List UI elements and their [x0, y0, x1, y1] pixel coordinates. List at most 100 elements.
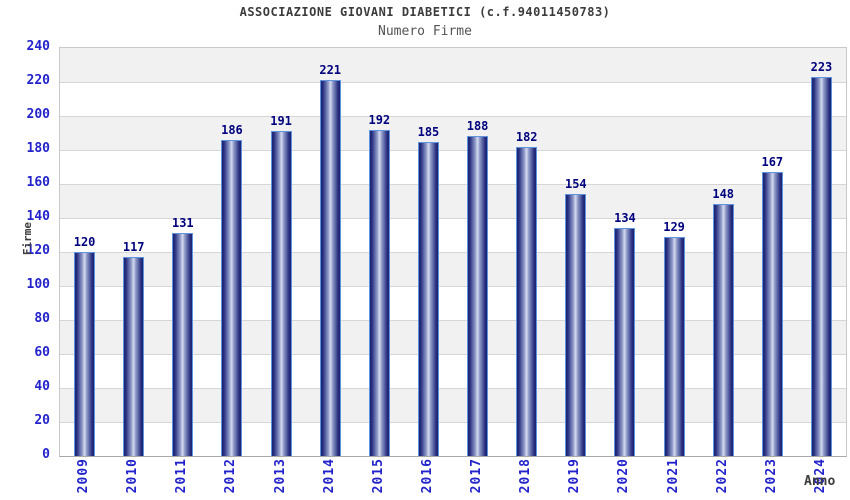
x-tick-slot: 2018: [501, 458, 550, 493]
x-tick-label-2022: 2022: [714, 458, 730, 494]
bar-2023: [761, 172, 783, 456]
x-tick-slot: 2015: [354, 458, 403, 493]
x-axis-ticks: 2009 2010 2011 2012 2013 2014 2015 2016 2017 2018…: [59, 458, 845, 493]
bar-value-label: 134: [614, 211, 636, 226]
bar-2011: [172, 233, 194, 456]
bar-2010: [123, 257, 145, 456]
bar-value-label: 185: [417, 124, 440, 139]
bar-value-label: 221: [319, 63, 342, 78]
bar-value-label: 129: [663, 219, 685, 234]
x-tick-slot: 2022: [698, 458, 747, 493]
y-tick-label-100: 100: [26, 277, 50, 292]
bar-slot-2021: 129: [650, 48, 699, 456]
bar-slot-2020: 134: [600, 48, 649, 456]
bars-layer: 120 117 131 186 191 221 192 185 188 182 154 134 129 1…: [60, 48, 846, 456]
bar-2024: [810, 76, 832, 456]
grid-band: [60, 82, 846, 116]
x-tick-slot: 2011: [157, 458, 206, 493]
bar-2020: [614, 228, 636, 456]
chart-subtitle: Numero Firme: [378, 24, 472, 39]
bar-slot-2010: 117: [109, 48, 158, 456]
bar-slot-2018: 182: [502, 48, 551, 456]
x-tick-slot: 2010: [108, 458, 157, 493]
x-tick-slot: 2012: [206, 458, 255, 493]
bar-2021: [663, 236, 685, 456]
bar-slot-2019: 154: [551, 48, 600, 456]
grid-band: [60, 150, 846, 184]
bar-slot-2023: 167: [748, 48, 797, 456]
x-tick-label-2014: 2014: [321, 458, 337, 494]
y-axis-title: Firme: [21, 222, 34, 256]
y-tick-label-120: 120: [26, 243, 50, 258]
x-tick-label-2009: 2009: [76, 458, 92, 494]
bar-value-label: 120: [73, 235, 96, 249]
grid-band: [60, 116, 846, 150]
bar-2019: [565, 194, 587, 456]
x-tick-label-2012: 2012: [223, 458, 239, 494]
bar-value-label: 148: [712, 187, 735, 202]
bar-2012: [221, 139, 243, 456]
bar-2018: [516, 146, 538, 456]
bar-value-label: 188: [466, 119, 489, 134]
bar-2016: [417, 141, 439, 456]
plot-area: 120 117 131 186 191 221 192 185 188 182 154 134 129 1…: [59, 47, 847, 457]
y-tick-label-140: 140: [26, 209, 50, 224]
x-tick-label-2017: 2017: [469, 458, 485, 494]
bar-2015: [368, 129, 390, 456]
x-tick-slot: 2017: [452, 458, 501, 493]
y-tick-label-80: 80: [34, 311, 50, 326]
grid-band: [60, 48, 846, 82]
bar-2009: [74, 252, 96, 456]
bar-value-label: 223: [810, 59, 833, 74]
bar-value-label: 154: [564, 177, 587, 192]
y-tick-label-20: 20: [34, 413, 50, 428]
x-tick-slot: 2021: [649, 458, 698, 493]
x-tick-label-2020: 2020: [616, 458, 632, 494]
bar-slot-2014: 221: [306, 48, 355, 456]
bar-value-label: 182: [515, 129, 538, 144]
bar-slot-2013: 191: [257, 48, 306, 456]
x-tick-label-2010: 2010: [125, 458, 141, 494]
bar-slot-2017: 188: [453, 48, 502, 456]
y-tick-label-240: 240: [26, 39, 50, 54]
y-tick-label-220: 220: [26, 73, 50, 88]
y-tick-label-180: 180: [26, 141, 50, 156]
x-tick-label-2016: 2016: [419, 458, 435, 494]
bar-2022: [712, 204, 734, 456]
x-tick-label-2015: 2015: [370, 458, 386, 494]
x-tick-label-2011: 2011: [174, 458, 190, 494]
bar-value-label: 167: [761, 155, 784, 170]
x-tick-slot: 2014: [305, 458, 354, 493]
bar-2013: [270, 131, 292, 456]
x-tick-label-2021: 2021: [665, 458, 681, 494]
bar-value-label: 117: [122, 240, 145, 255]
x-tick-label-2019: 2019: [567, 458, 583, 494]
x-tick-slot: 2016: [403, 458, 452, 493]
bar-2014: [319, 80, 341, 456]
bar-value-label: 191: [270, 114, 292, 129]
x-tick-slot: 2020: [599, 458, 648, 493]
x-tick-slot: 2023: [747, 458, 796, 493]
bar-slot-2022: 148: [699, 48, 748, 456]
bar-slot-2024: 223: [797, 48, 846, 456]
x-axis-title: Anno: [804, 474, 836, 489]
bar-slot-2012: 186: [207, 48, 256, 456]
bar-value-label: 186: [221, 122, 243, 137]
bar-slot-2009: 120: [60, 48, 109, 456]
y-tick-label-200: 200: [26, 107, 50, 122]
x-tick-slot: 2019: [550, 458, 599, 493]
chart-title: ASSOCIAZIONE GIOVANI DIABETICI (c.f.9401…: [239, 5, 611, 19]
y-tick-label-160: 160: [26, 175, 50, 190]
bar-value-label: 131: [171, 216, 194, 231]
x-tick-slot: 2009: [59, 458, 108, 493]
bar-2017: [467, 136, 489, 456]
x-tick-label-2018: 2018: [518, 458, 534, 494]
bar-value-label: 192: [368, 112, 391, 127]
y-tick-label-60: 60: [34, 345, 50, 360]
bar-slot-2016: 185: [404, 48, 453, 456]
bar-slot-2011: 131: [158, 48, 207, 456]
y-tick-label-40: 40: [34, 379, 50, 394]
y-tick-label-0: 0: [42, 447, 50, 462]
bar-slot-2015: 192: [355, 48, 404, 456]
